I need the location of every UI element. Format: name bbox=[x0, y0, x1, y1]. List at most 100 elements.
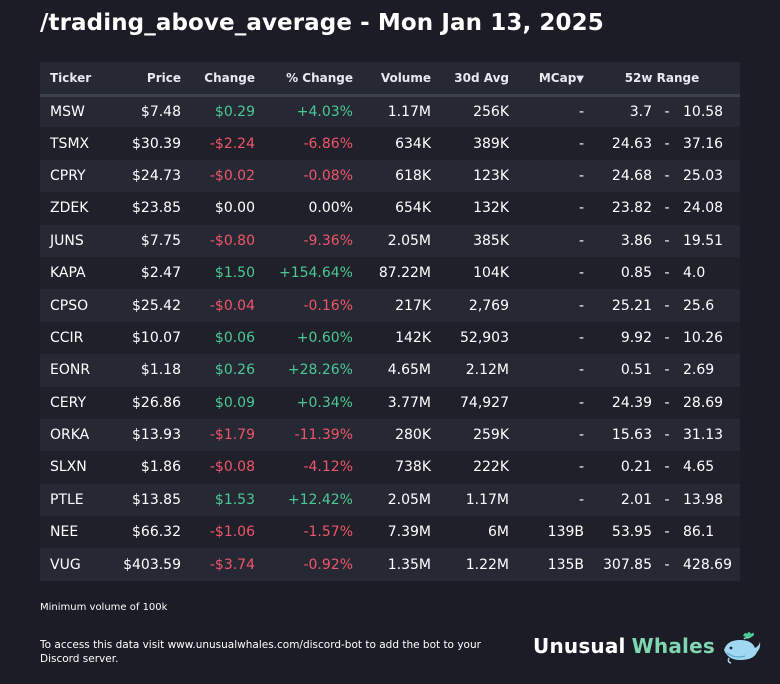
price-cell: $13.85 bbox=[132, 491, 181, 508]
range-separator: - bbox=[664, 329, 670, 346]
range-cell: 0.51-2.69 bbox=[584, 354, 740, 386]
table-row[interactable]: ORKA $13.93 -$1.79 -11.39% 280K 259K -15.63-31… bbox=[40, 418, 740, 452]
change-cell: -$0.04 bbox=[209, 297, 255, 314]
mcap-cell: - bbox=[578, 329, 584, 346]
price-cell: $13.93 bbox=[132, 427, 181, 444]
change-cell: $0.09 bbox=[214, 394, 255, 411]
col-header-mcap[interactable]: MCap▼ bbox=[509, 62, 584, 95]
table-row[interactable]: PTLE $13.85 $1.53 +12.42% 2.05M 1.17M -2.01-13… bbox=[40, 483, 740, 517]
range-high: 24.08 bbox=[683, 200, 724, 217]
price-cell: $24.73 bbox=[132, 167, 181, 184]
avg30-cell: 389K bbox=[473, 135, 509, 152]
price-cell: $26.86 bbox=[132, 394, 181, 411]
table-row[interactable]: TSMX $30.39 -$2.24 -6.86% 634K 389K -24.63-37.… bbox=[40, 127, 740, 160]
sort-descending-icon: ▼ bbox=[576, 73, 584, 85]
avg30-cell: 52,903 bbox=[460, 329, 509, 346]
mcap-cell: - bbox=[578, 103, 584, 120]
pct-change-cell: -0.16% bbox=[303, 297, 353, 314]
brand-word-whales: Whales bbox=[631, 634, 715, 658]
table-row[interactable]: SLXN $1.86 -$0.08 -4.12% 738K 222K -0.21-4.65 bbox=[40, 451, 740, 484]
range-low: 0.85 bbox=[620, 265, 652, 282]
avg30-cell: 385K bbox=[473, 232, 509, 249]
change-cell: $1.53 bbox=[214, 491, 255, 508]
price-cell: $23.85 bbox=[132, 200, 181, 217]
range-low: 3.7 bbox=[629, 103, 652, 120]
mcap-cell: - bbox=[578, 200, 584, 217]
mcap-cell: - bbox=[578, 265, 584, 282]
table-row[interactable]: KAPA $2.47 $1.50 +154.64% 87.22M 104K -0.85-4.… bbox=[40, 256, 740, 290]
col-header-mcap-label: MCap bbox=[538, 70, 577, 85]
range-separator: - bbox=[664, 265, 670, 282]
table-row[interactable]: CPSO $25.42 -$0.04 -0.16% 217K 2,769-25.21-25… bbox=[40, 289, 740, 322]
ticker-cell: CERY bbox=[50, 394, 87, 411]
volume-cell: 3.77M bbox=[387, 394, 431, 411]
table-row[interactable]: CERY $26.86 $0.09 +0.34% 3.77M 74,927-24.39-2… bbox=[40, 386, 740, 419]
range-separator: - bbox=[664, 103, 670, 120]
range-low: 23.82 bbox=[611, 200, 652, 217]
table-header-row: Ticker Price Change % Change Volume 30d … bbox=[40, 62, 740, 95]
mcap-cell: - bbox=[578, 427, 584, 444]
range-cell: 53.95-86.1 bbox=[584, 516, 740, 548]
price-cell: $30.39 bbox=[132, 135, 181, 152]
pct-change-cell: -0.08% bbox=[303, 167, 353, 184]
col-header-price[interactable]: Price bbox=[146, 70, 181, 85]
table-row[interactable]: NEE $66.32 -$1.06 -1.57% 7.39M 6M 139B 53.95-86… bbox=[40, 516, 740, 549]
price-cell: $1.86 bbox=[140, 459, 181, 476]
mcap-cell: 135B bbox=[547, 556, 584, 573]
ticker-cell: KAPA bbox=[50, 265, 86, 282]
mcap-cell: - bbox=[578, 167, 584, 184]
table-row[interactable]: JUNS $7.75 -$0.80 -9.36% 2.05M 385K -3.86-19.5… bbox=[40, 224, 740, 257]
table-row[interactable]: EONR $1.18 $0.26 +28.26% 4.65M 2.12M -0.51-2.6… bbox=[40, 354, 740, 387]
col-header-pct-change[interactable]: % Change bbox=[286, 70, 353, 85]
range-cell: 24.63-37.16 bbox=[584, 127, 740, 159]
change-cell: -$3.74 bbox=[209, 556, 255, 573]
range-high: 25.03 bbox=[683, 167, 724, 184]
range-low: 25.21 bbox=[611, 297, 652, 314]
range-separator: - bbox=[664, 394, 670, 411]
range-cell: 15.63-31.13 bbox=[584, 419, 740, 451]
table-row[interactable]: MSW $7.48 $0.29 +4.03% 1.17M 256K -3.7-10.58 bbox=[40, 95, 740, 128]
range-low: 15.63 bbox=[611, 427, 652, 444]
table-row[interactable]: CPRY $24.73 -$0.02 -0.08% 618K 123K -24.68-25.… bbox=[40, 159, 740, 193]
table-row[interactable]: ZDEK $23.85 $0.00 0.00% 654K 132K -23.82-24.08 bbox=[40, 192, 740, 225]
pct-change-cell: -0.92% bbox=[303, 556, 353, 573]
range-separator: - bbox=[664, 232, 670, 249]
table-row[interactable]: VUG $403.59 -$3.74 -0.92% 1.35M 1.22M 135B 307.… bbox=[40, 548, 740, 581]
range-high: 10.26 bbox=[683, 329, 724, 346]
range-cell: 25.21-25.6 bbox=[584, 289, 740, 321]
range-high: 37.16 bbox=[683, 135, 724, 152]
volume-cell: 1.17M bbox=[387, 103, 431, 120]
range-high: 19.51 bbox=[683, 232, 724, 249]
table-row[interactable]: CCIR $10.07 $0.06 +0.60% 142K 52,903-9.92-10.… bbox=[40, 321, 740, 355]
volume-cell: 738K bbox=[395, 459, 431, 476]
range-low: 53.95 bbox=[611, 524, 652, 541]
range-high: 28.69 bbox=[683, 394, 724, 411]
range-separator: - bbox=[664, 556, 670, 573]
change-cell: $0.06 bbox=[214, 329, 255, 346]
pct-change-cell: -1.57% bbox=[303, 524, 353, 541]
col-header-30d-avg[interactable]: 30d Avg bbox=[454, 70, 509, 85]
volume-cell: 618K bbox=[395, 167, 431, 184]
range-cell: 3.7-10.58 bbox=[584, 95, 740, 127]
price-cell: $1.18 bbox=[140, 362, 181, 379]
avg30-cell: 222K bbox=[473, 459, 509, 476]
pct-change-cell: +154.64% bbox=[278, 265, 353, 282]
ticker-cell: PTLE bbox=[50, 491, 84, 508]
range-cell: 0.85-4.0 bbox=[584, 257, 740, 289]
col-header-ticker[interactable]: Ticker bbox=[50, 70, 92, 85]
pct-change-cell: -4.12% bbox=[303, 459, 353, 476]
range-separator: - bbox=[664, 459, 670, 476]
range-cell: 0.21-4.65 bbox=[584, 451, 740, 483]
price-cell: $10.07 bbox=[132, 329, 181, 346]
mcap-cell: - bbox=[578, 232, 584, 249]
col-header-volume[interactable]: Volume bbox=[380, 70, 431, 85]
avg30-cell: 256K bbox=[473, 103, 509, 120]
volume-cell: 1.35M bbox=[387, 556, 431, 573]
col-header-52w-range[interactable]: 52w Range bbox=[624, 70, 700, 85]
col-header-change[interactable]: Change bbox=[204, 70, 255, 85]
range-high: 25.6 bbox=[683, 297, 715, 314]
ticker-cell: MSW bbox=[50, 103, 85, 120]
range-cell: 307.85-428.69 bbox=[584, 548, 740, 580]
pct-change-cell: -9.36% bbox=[303, 232, 353, 249]
avg30-cell: 259K bbox=[473, 427, 509, 444]
